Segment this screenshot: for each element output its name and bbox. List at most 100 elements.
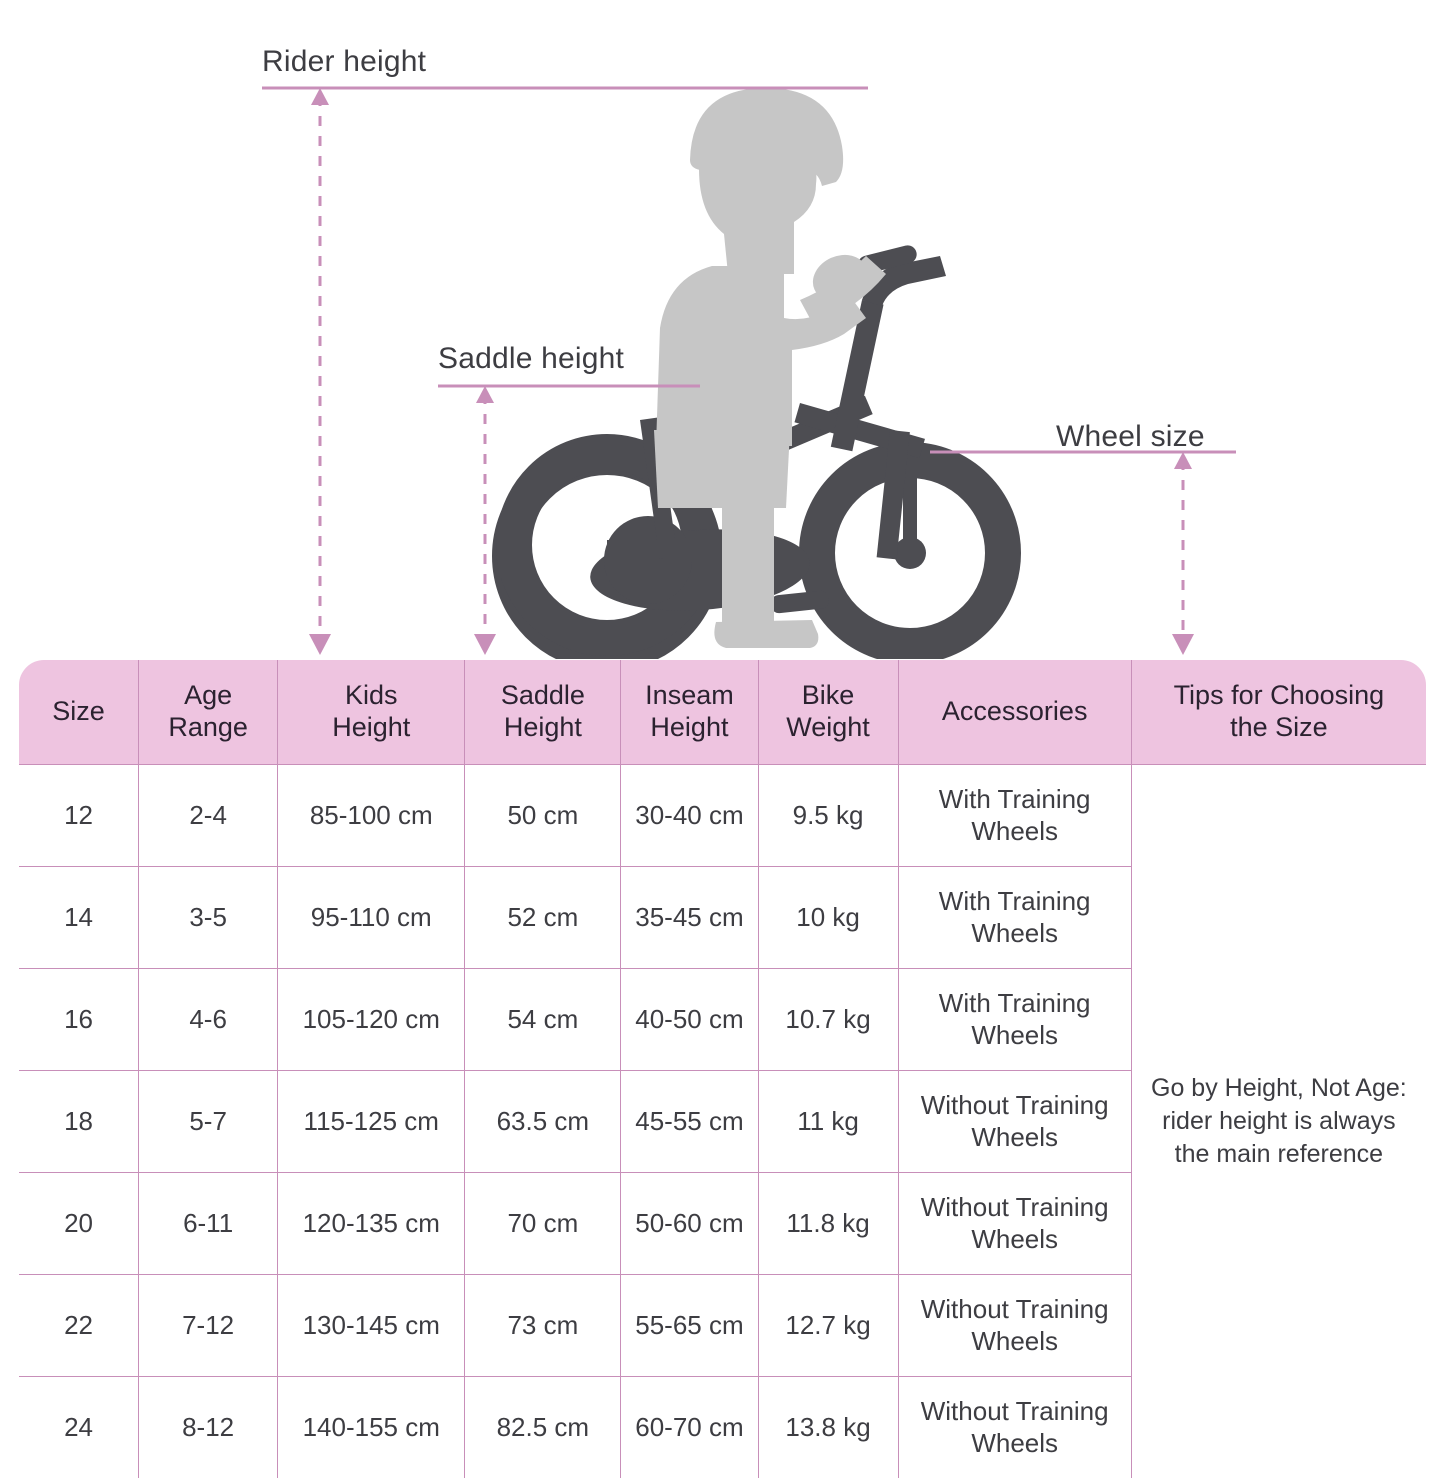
cell-kids-height: 115-125 cm xyxy=(277,1070,466,1173)
cell-accessories: With Training Wheels xyxy=(897,764,1132,867)
col-header-tips: Tips for Choosing the Size xyxy=(1130,660,1426,765)
cell-inseam-height: 55-65 cm xyxy=(620,1274,759,1377)
col-header-weight-line1: Bike xyxy=(801,680,855,711)
rider-height-label: Rider height xyxy=(262,45,427,78)
rider-height-arrow-down xyxy=(309,634,331,655)
pedal xyxy=(770,590,829,614)
table-body: 12 2-4 85-100 cm 50 cm 30-40 cm 9.5 kg With Tr… xyxy=(19,764,1426,1478)
saddle-height-arrow-up xyxy=(476,386,494,403)
wheel-size-label: Wheel size xyxy=(1056,420,1205,453)
cell-tips-for-choosing-size: Go by Height, Not Age: rider height is a… xyxy=(1130,764,1426,1478)
frame-head-tube xyxy=(830,300,884,452)
col-header-age-line2: Range xyxy=(168,712,248,742)
saddle-height-label: Saddle height xyxy=(438,342,625,375)
cell-age-range: 4-6 xyxy=(138,968,279,1071)
saddle-height-arrow-down xyxy=(474,634,496,655)
handlebar xyxy=(862,256,946,306)
cell-inseam-height: 60-70 cm xyxy=(620,1376,759,1478)
cell-kids-height: 130-145 cm xyxy=(277,1274,466,1377)
cell-kids-height: 95-110 cm xyxy=(277,866,466,969)
cell-accessories: With Training Wheels xyxy=(897,968,1132,1071)
table-row: 14 3-5 95-110 cm 52 cm 35-45 cm 10 kg With Tra… xyxy=(19,866,1426,969)
col-header-size: Size xyxy=(19,660,140,765)
cell-inseam-height: 40-50 cm xyxy=(620,968,759,1071)
child-rider-graphic xyxy=(654,88,886,648)
wheel-size-arrow-up xyxy=(1174,452,1192,469)
cell-saddle-height: 52 cm xyxy=(464,866,622,969)
cell-inseam-height: 35-45 cm xyxy=(620,866,759,969)
cell-bike-weight: 9.5 kg xyxy=(757,764,899,867)
col-header-bike-weight: Bike Weight xyxy=(757,660,899,765)
col-header-tips-line2: the Size xyxy=(1230,712,1328,742)
cell-inseam-height: 30-40 cm xyxy=(620,764,759,867)
bike-sizing-illustration: Rider height Saddle height Wheel size xyxy=(0,0,1445,660)
dimension-guides xyxy=(262,86,1236,655)
table-row: 16 4-6 105-120 cm 54 cm 40-50 cm 10.7 kg With … xyxy=(19,968,1426,1071)
cell-accessories: Without Training Wheels xyxy=(897,1070,1132,1173)
col-header-tips-line1: Tips for Choosing xyxy=(1173,680,1385,711)
cell-saddle-height: 73 cm xyxy=(464,1274,622,1377)
cell-bike-weight: 12.7 kg xyxy=(757,1274,899,1377)
cell-accessories: Without Training Wheels xyxy=(897,1172,1132,1275)
col-header-inseam-line2: Height xyxy=(650,712,729,742)
cell-accessories: Without Training Wheels xyxy=(897,1274,1132,1377)
cell-size: 20 xyxy=(19,1172,140,1275)
hand xyxy=(812,254,868,302)
cell-kids-height: 85-100 cm xyxy=(277,764,466,867)
cell-size: 22 xyxy=(19,1274,140,1377)
cell-bike-weight: 11 kg xyxy=(757,1070,899,1173)
col-header-accessories: Accessories xyxy=(897,660,1132,765)
cell-saddle-height: 54 cm xyxy=(464,968,622,1071)
bicycle-graphic xyxy=(492,245,1021,660)
illustration-svg xyxy=(262,86,1236,660)
cell-accessories: With Training Wheels xyxy=(897,866,1132,969)
col-header-kids-line2: Height xyxy=(332,712,411,742)
shorts xyxy=(654,430,790,508)
cell-age-range: 3-5 xyxy=(138,866,279,969)
col-header-size-line1: Size xyxy=(52,696,105,727)
chainring xyxy=(604,516,692,604)
cell-age-range: 5-7 xyxy=(138,1070,279,1173)
fork xyxy=(876,430,910,560)
cell-kids-height: 120-135 cm xyxy=(277,1172,466,1275)
col-header-weight-line2: Weight xyxy=(786,712,870,742)
rider-height-arrow-up xyxy=(311,88,329,105)
wheel-size-arrow-down xyxy=(1172,634,1194,655)
col-header-kids-height: Kids Height xyxy=(277,660,466,765)
table-row: 12 2-4 85-100 cm 50 cm 30-40 cm 9.5 kg With Tr… xyxy=(19,764,1426,1478)
col-header-saddle-line2: Height xyxy=(503,712,582,742)
cell-saddle-height: 82.5 cm xyxy=(464,1376,622,1478)
bike-size-table: Size Age Range Kids Height Saddle Height… xyxy=(18,659,1427,1479)
shoe xyxy=(714,620,819,648)
table-row: 20 6-11 120-135 cm 70 cm 50-60 cm 11.8 kg With… xyxy=(19,1172,1426,1275)
cell-age-range: 2-4 xyxy=(138,764,279,867)
cell-accessories: Without Training Wheels xyxy=(897,1376,1132,1478)
col-header-inseam-line1: Inseam xyxy=(645,680,734,711)
cell-size: 16 xyxy=(19,968,140,1071)
cell-size: 14 xyxy=(19,866,140,969)
table-row: 18 5-7 115-125 cm 63.5 cm 45-55 cm 11 kg Witho… xyxy=(19,1070,1426,1173)
cell-size: 12 xyxy=(19,764,140,867)
cell-bike-weight: 10.7 kg xyxy=(757,968,899,1071)
front-wheel xyxy=(799,442,1021,660)
cell-inseam-height: 50-60 cm xyxy=(620,1172,759,1275)
cell-size: 18 xyxy=(19,1070,140,1173)
col-header-inseam-height: Inseam Height xyxy=(620,660,759,765)
cell-bike-weight: 11.8 kg xyxy=(757,1172,899,1275)
cell-bike-weight: 10 kg xyxy=(757,866,899,969)
table-header-row: Size Age Range Kids Height Saddle Height… xyxy=(19,660,1426,765)
cell-age-range: 7-12 xyxy=(138,1274,279,1377)
col-header-saddle-height: Saddle Height xyxy=(464,660,622,765)
torso xyxy=(656,266,866,446)
leg xyxy=(722,500,774,630)
cell-kids-height: 105-120 cm xyxy=(277,968,466,1071)
col-header-age-range: Age Range xyxy=(138,660,279,765)
cell-bike-weight: 13.8 kg xyxy=(757,1376,899,1478)
cell-age-range: 8-12 xyxy=(138,1376,279,1478)
frame-chain-stay xyxy=(607,540,717,558)
cell-saddle-height: 50 cm xyxy=(464,764,622,867)
front-spoke xyxy=(903,470,917,554)
cell-saddle-height: 70 cm xyxy=(464,1172,622,1275)
col-header-age-line1: Age xyxy=(184,680,233,711)
table-header: Size Age Range Kids Height Saddle Height… xyxy=(19,660,1426,765)
